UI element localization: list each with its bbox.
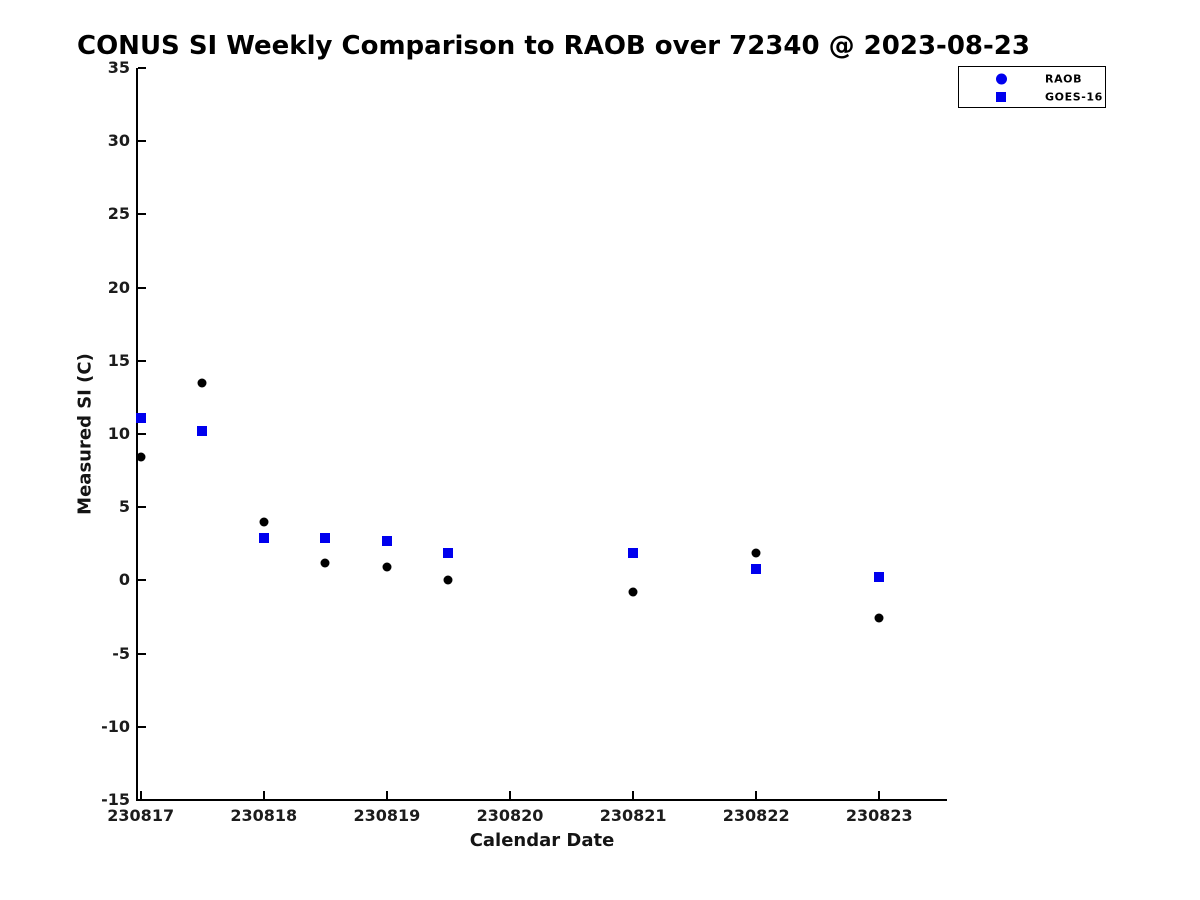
data-point-raob [874, 613, 884, 623]
y-tick-label: 25 [107, 204, 130, 224]
y-tick-label: -5 [112, 643, 130, 663]
x-tick-mark [262, 791, 265, 799]
y-tick-mark [138, 799, 146, 801]
y-tick-mark [138, 506, 146, 509]
legend: RAOB GOES-16 [958, 66, 1106, 108]
y-tick-mark [138, 725, 146, 728]
data-point-goes-16 [320, 532, 331, 543]
data-point-goes-16 [135, 412, 146, 423]
y-tick-mark [138, 652, 146, 655]
y-tick-label: 30 [107, 131, 130, 151]
x-tick-label: 230822 [722, 806, 790, 825]
legend-label: GOES-16 [1045, 90, 1103, 104]
x-tick-label: 230820 [476, 806, 544, 825]
y-tick-label: -15 [101, 790, 130, 809]
x-tick-label: 230819 [353, 806, 421, 825]
y-tick-mark [138, 359, 146, 362]
x-tick-mark [632, 791, 635, 799]
data-point-raob [136, 452, 146, 462]
y-tick-label: 15 [107, 350, 130, 370]
y-tick-label: 5 [118, 497, 130, 517]
data-point-goes-16 [628, 547, 639, 558]
y-tick-label: -10 [101, 716, 130, 736]
y-tick-label: 0 [118, 570, 130, 590]
data-point-raob [259, 517, 269, 527]
data-point-raob [382, 562, 392, 572]
legend-entry: RAOB [959, 70, 1105, 88]
data-point-raob [197, 378, 207, 388]
data-point-raob [628, 587, 638, 597]
x-tick-mark [139, 791, 142, 799]
data-point-raob [751, 548, 761, 558]
legend-entry: GOES-16 [959, 88, 1105, 106]
data-point-goes-16 [751, 563, 762, 574]
y-axis-spine [136, 68, 138, 801]
legend-circle-icon [996, 73, 1007, 85]
legend-square-icon [996, 92, 1006, 102]
x-axis-label: Calendar Date [469, 830, 615, 851]
legend-label: RAOB [1045, 72, 1083, 86]
chart-title: CONUS SI Weekly Comparison to RAOB over … [77, 31, 1030, 61]
y-tick-mark [138, 140, 146, 143]
x-tick-mark [385, 791, 388, 799]
data-point-goes-16 [443, 547, 454, 558]
x-tick-label: 230818 [230, 806, 298, 825]
y-tick-mark [138, 213, 146, 216]
y-tick-mark [138, 67, 146, 69]
x-tick-mark [878, 791, 881, 799]
x-tick-mark [508, 791, 511, 799]
y-tick-label: 20 [107, 277, 130, 297]
x-axis-spine [136, 799, 947, 801]
x-tick-label: 230823 [845, 806, 913, 825]
data-point-raob [320, 558, 330, 568]
x-tick-label: 230817 [107, 806, 175, 825]
y-tick-label: 35 [107, 58, 130, 77]
x-tick-label: 230821 [599, 806, 667, 825]
y-tick-mark [138, 286, 146, 289]
data-point-goes-16 [197, 426, 208, 437]
data-point-raob [443, 575, 453, 585]
y-tick-label: 10 [107, 424, 130, 443]
y-tick-mark [138, 433, 146, 435]
data-point-goes-16 [874, 572, 885, 583]
data-point-goes-16 [381, 535, 392, 546]
data-point-goes-16 [258, 532, 269, 543]
x-tick-mark [755, 791, 758, 799]
y-tick-mark [138, 579, 146, 582]
